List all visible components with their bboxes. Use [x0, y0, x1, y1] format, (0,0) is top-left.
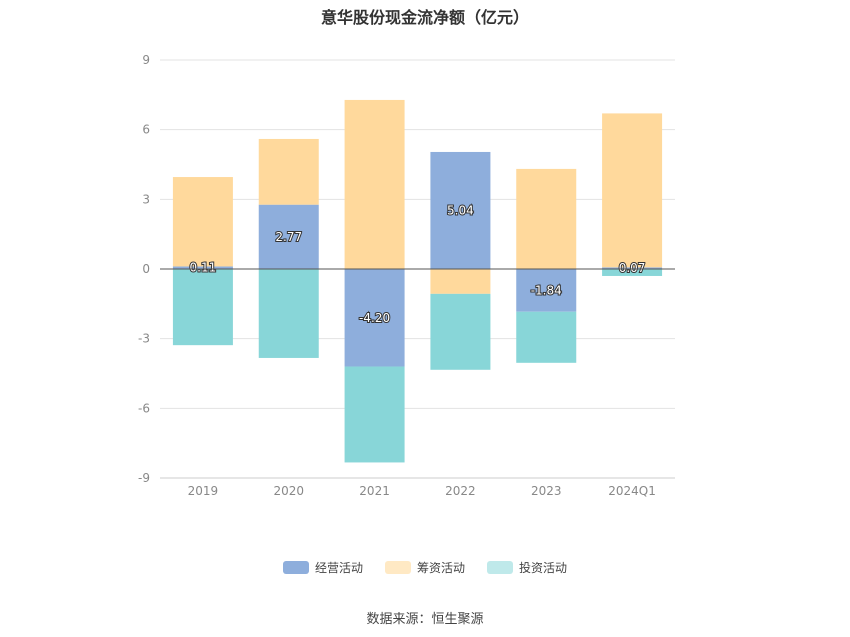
bar-segment[interactable] [602, 269, 663, 276]
legend-label-investing: 投资活动 [519, 561, 568, 575]
legend: 经营活动 筹资活动 投资活动 [0, 559, 850, 576]
y-tick-label: 6 [142, 123, 150, 137]
bar-segment[interactable] [258, 138, 319, 205]
data-label: 2.77 [275, 230, 302, 244]
legend-item-financing[interactable]: 筹资活动 [384, 559, 465, 576]
data-label: 5.04 [447, 203, 474, 217]
y-tick-label: 3 [142, 192, 150, 206]
bar-segment[interactable] [172, 266, 233, 269]
bar-segment[interactable] [344, 99, 405, 269]
bar-segment[interactable] [258, 204, 319, 269]
y-tick-label: -3 [138, 332, 150, 346]
bar-segment[interactable] [172, 177, 233, 267]
data-source: 数据来源：恒生聚源 [366, 612, 484, 627]
grid-layer [160, 59, 675, 479]
legend-label-financing: 筹资活动 [416, 561, 465, 575]
bar-segment[interactable] [602, 267, 663, 269]
bar-segment[interactable] [430, 269, 491, 294]
y-tick-label: 9 [142, 53, 150, 67]
bar-segment[interactable] [516, 168, 577, 269]
legend-item-operating[interactable]: 经营活动 [282, 559, 363, 576]
data-label: 0.07 [619, 261, 646, 275]
x-tick-label: 2022 [445, 484, 476, 498]
legend-swatch-investing [487, 561, 513, 574]
bar-segment[interactable] [516, 269, 577, 312]
x-tick-label: 2019 [188, 484, 219, 498]
bar-segment[interactable] [344, 269, 405, 367]
bar-segment[interactable] [602, 113, 663, 268]
legend-item-investing[interactable]: 投资活动 [487, 559, 567, 576]
bar-segment[interactable] [430, 293, 491, 370]
bar-chart: 0.11 2.77 -4.20 5.04 -1.84 0.07 9 6 3 0 -3 -6 -9 201… [138, 53, 675, 498]
legend-swatch-operating [282, 561, 309, 574]
x-tick-label: 2024Q1 [608, 484, 656, 498]
x-tick-label: 2020 [273, 484, 304, 498]
y-tick-label: 0 [142, 262, 150, 276]
bar-segment[interactable] [172, 269, 233, 346]
x-tick-label: 2023 [531, 484, 562, 498]
label-layer: 0.11 2.77 -4.20 5.04 -1.84 0.07 [189, 202, 647, 325]
bar-segment[interactable] [430, 151, 491, 269]
bar-segment[interactable] [258, 269, 319, 358]
y-tick-label: -6 [138, 401, 150, 415]
legend-swatch-financing [384, 561, 411, 574]
chart-title: 意华股份现金流净额（亿元） [320, 8, 529, 27]
legend-label-operating: 经营活动 [314, 561, 363, 575]
bar-layer [172, 99, 663, 463]
data-label: -4.20 [359, 311, 390, 325]
bar-segment[interactable] [344, 366, 405, 463]
x-tick-label: 2021 [359, 484, 390, 498]
data-label: 0.11 [190, 261, 217, 275]
bar-segment[interactable] [516, 311, 577, 363]
data-label: -1.84 [531, 283, 562, 297]
axis-layer: 9 6 3 0 -3 -6 -9 2019 2020 2021 2022 2023 2024Q1 [138, 53, 675, 498]
y-tick-label: -9 [138, 471, 150, 485]
